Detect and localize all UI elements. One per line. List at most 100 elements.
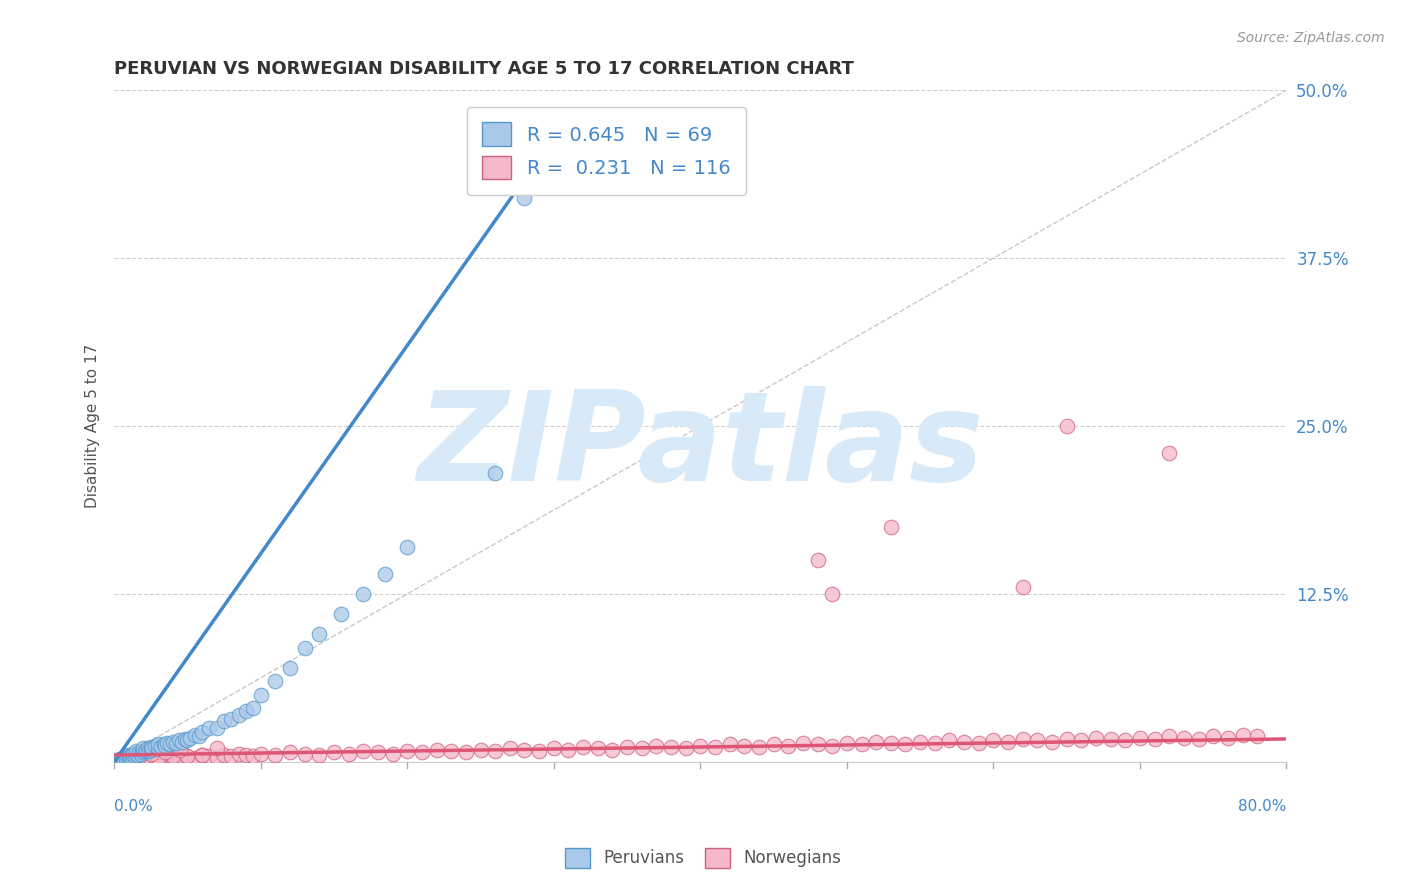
Point bbox=[129, 752, 152, 766]
Point bbox=[235, 704, 257, 718]
Point bbox=[616, 739, 638, 754]
Point bbox=[381, 747, 404, 761]
Point bbox=[118, 752, 141, 766]
Point bbox=[221, 712, 243, 726]
Point bbox=[110, 754, 132, 768]
Point bbox=[924, 736, 946, 750]
Point bbox=[908, 734, 931, 748]
Point bbox=[132, 741, 155, 756]
Point bbox=[630, 741, 652, 756]
Point bbox=[689, 739, 711, 753]
Point bbox=[143, 739, 166, 753]
Point bbox=[308, 747, 330, 762]
Point bbox=[264, 747, 287, 762]
Point bbox=[543, 741, 565, 756]
Point bbox=[1143, 731, 1166, 746]
Point bbox=[953, 734, 976, 748]
Point bbox=[323, 745, 346, 759]
Text: 80.0%: 80.0% bbox=[1239, 798, 1286, 814]
Point bbox=[117, 749, 139, 764]
Point bbox=[111, 752, 134, 766]
Point bbox=[139, 739, 162, 754]
Point bbox=[176, 749, 198, 764]
Point bbox=[374, 566, 396, 581]
Point bbox=[121, 747, 143, 761]
Point bbox=[115, 752, 138, 766]
Point bbox=[146, 741, 169, 756]
Point bbox=[132, 754, 155, 768]
Point bbox=[121, 751, 143, 765]
Point bbox=[1040, 734, 1063, 748]
Point bbox=[127, 747, 149, 762]
Point bbox=[967, 736, 990, 750]
Point bbox=[155, 745, 177, 759]
Point bbox=[205, 751, 228, 765]
Point bbox=[1084, 731, 1107, 745]
Point bbox=[821, 587, 844, 601]
Point bbox=[135, 751, 157, 765]
Point bbox=[221, 749, 243, 764]
Point bbox=[1159, 729, 1181, 743]
Point bbox=[115, 751, 138, 765]
Point bbox=[121, 754, 143, 768]
Point bbox=[118, 747, 141, 762]
Point bbox=[176, 749, 198, 764]
Point bbox=[228, 707, 250, 722]
Point bbox=[138, 744, 160, 758]
Point bbox=[513, 191, 536, 205]
Point bbox=[212, 714, 235, 729]
Point bbox=[1246, 729, 1268, 743]
Point bbox=[108, 754, 131, 768]
Point bbox=[122, 747, 145, 762]
Point bbox=[440, 744, 463, 758]
Point bbox=[778, 739, 800, 753]
Point bbox=[1099, 731, 1122, 746]
Point bbox=[191, 747, 214, 762]
Point bbox=[184, 728, 207, 742]
Point bbox=[162, 749, 184, 764]
Point bbox=[586, 741, 609, 756]
Point bbox=[704, 739, 727, 754]
Point bbox=[1129, 731, 1152, 745]
Point bbox=[675, 741, 697, 756]
Point bbox=[141, 741, 163, 756]
Point bbox=[170, 734, 193, 748]
Text: Source: ZipAtlas.com: Source: ZipAtlas.com bbox=[1237, 31, 1385, 45]
Point bbox=[184, 751, 207, 765]
Point bbox=[454, 745, 477, 759]
Point bbox=[167, 733, 190, 747]
Point bbox=[105, 754, 128, 768]
Point bbox=[155, 739, 177, 753]
Point bbox=[115, 754, 138, 768]
Point bbox=[146, 751, 169, 765]
Point bbox=[127, 751, 149, 765]
Point bbox=[179, 731, 201, 745]
Point bbox=[983, 733, 1005, 747]
Point bbox=[165, 736, 187, 750]
Point bbox=[880, 736, 903, 750]
Point bbox=[110, 752, 132, 766]
Point bbox=[645, 739, 668, 753]
Point bbox=[762, 737, 785, 751]
Text: 0.0%: 0.0% bbox=[114, 798, 153, 814]
Point bbox=[176, 733, 198, 747]
Point bbox=[821, 739, 844, 753]
Point bbox=[131, 744, 153, 758]
Point bbox=[107, 755, 129, 769]
Point bbox=[1216, 731, 1239, 745]
Point bbox=[352, 744, 374, 758]
Point bbox=[1056, 731, 1078, 746]
Point bbox=[308, 627, 330, 641]
Point bbox=[997, 734, 1019, 748]
Point bbox=[108, 752, 131, 766]
Point bbox=[115, 752, 138, 766]
Point bbox=[173, 731, 195, 746]
Point bbox=[198, 721, 221, 735]
Point bbox=[162, 734, 184, 748]
Point bbox=[294, 640, 316, 655]
Y-axis label: Disability Age 5 to 17: Disability Age 5 to 17 bbox=[86, 344, 100, 508]
Point bbox=[484, 466, 506, 480]
Point bbox=[134, 744, 156, 758]
Point bbox=[1159, 446, 1181, 460]
Point bbox=[572, 739, 595, 754]
